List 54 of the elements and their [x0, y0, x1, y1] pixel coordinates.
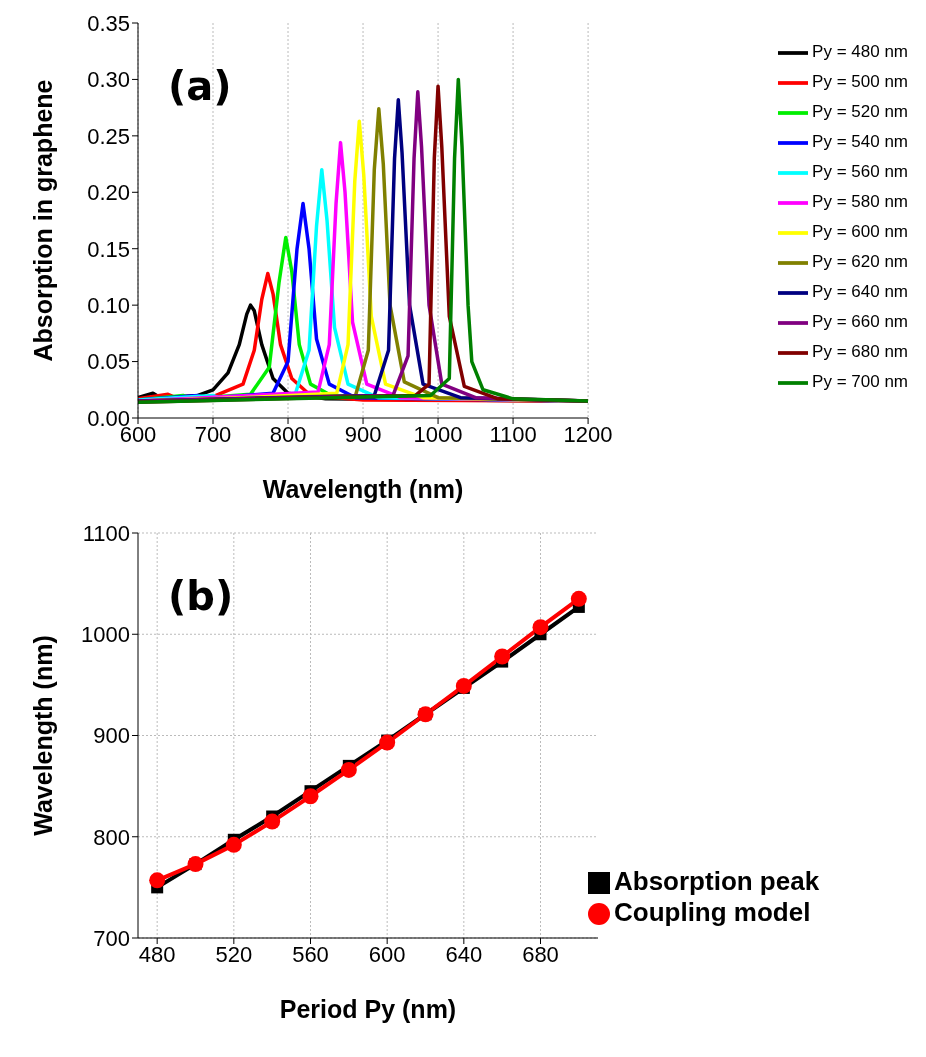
x-tick-label: 1100 [489, 421, 537, 447]
legend-label: Py = 560 nm [812, 162, 908, 182]
legend-label: Py = 500 nm [812, 72, 908, 92]
y-tick-label: 1000 [81, 622, 130, 648]
y-tick-label: 900 [93, 723, 130, 749]
y-axis-title: Absorption in graphene [28, 79, 57, 362]
x-tick-label: 640 [445, 941, 483, 967]
y-tick-label: 0.35 [87, 10, 130, 36]
legend-label: Py = 580 nm [812, 192, 908, 212]
x-tick-label: 680 [522, 941, 559, 967]
x-tick-label: 520 [215, 941, 253, 967]
y-tick-label: 700 [93, 925, 130, 951]
point [379, 734, 396, 751]
legend-label: Py = 520 nm [812, 102, 908, 122]
legend-label: Py = 480 nm [812, 42, 908, 62]
x-axis-title: Wavelength (nm) [262, 475, 464, 503]
annotation: (b) [168, 573, 234, 619]
point [149, 872, 166, 889]
x-tick-label: 1200 [563, 421, 613, 447]
y-tick-label: 0.10 [87, 292, 130, 318]
legend-label: Py = 700 nm [812, 372, 908, 392]
x-tick-label: 600 [368, 941, 406, 967]
legend-label: Coupling model [614, 897, 811, 927]
point [340, 761, 357, 778]
annotation: (a) [168, 63, 232, 109]
point [455, 677, 472, 694]
legend-label: Py = 540 nm [812, 132, 908, 152]
y-tick-label: 0.20 [87, 180, 130, 206]
legend-label: Absorption peak [614, 866, 820, 896]
legend-label: Py = 680 nm [812, 342, 908, 362]
x-tick-label: 480 [138, 941, 176, 967]
x-tick-label: 700 [194, 421, 232, 447]
y-tick-label: 1100 [82, 520, 130, 546]
y-tick-label: 0.30 [87, 67, 130, 93]
point [494, 648, 511, 665]
x-axis-title: Period Py (nm) [279, 995, 457, 1023]
point [225, 836, 242, 853]
x-tick-label: 900 [344, 421, 382, 447]
point [532, 619, 549, 636]
y-tick-label: 0.15 [87, 236, 130, 262]
x-tick-label: 1000 [413, 421, 463, 447]
y-tick-label: 800 [93, 824, 130, 850]
y-axis-title: Wavelength (nm) [28, 635, 57, 836]
y-tick-label: 0.25 [87, 123, 130, 149]
x-tick-label: 560 [292, 941, 329, 967]
legend-label: Py = 660 nm [812, 312, 908, 332]
point [264, 813, 281, 830]
y-tick-label: 0.05 [87, 349, 130, 375]
legend-label: Py = 600 nm [812, 222, 908, 242]
point [302, 788, 319, 805]
x-tick-label: 800 [269, 421, 307, 447]
point [570, 590, 587, 607]
legend-label: Py = 640 nm [812, 282, 908, 302]
legend-label: Py = 620 nm [812, 252, 908, 272]
